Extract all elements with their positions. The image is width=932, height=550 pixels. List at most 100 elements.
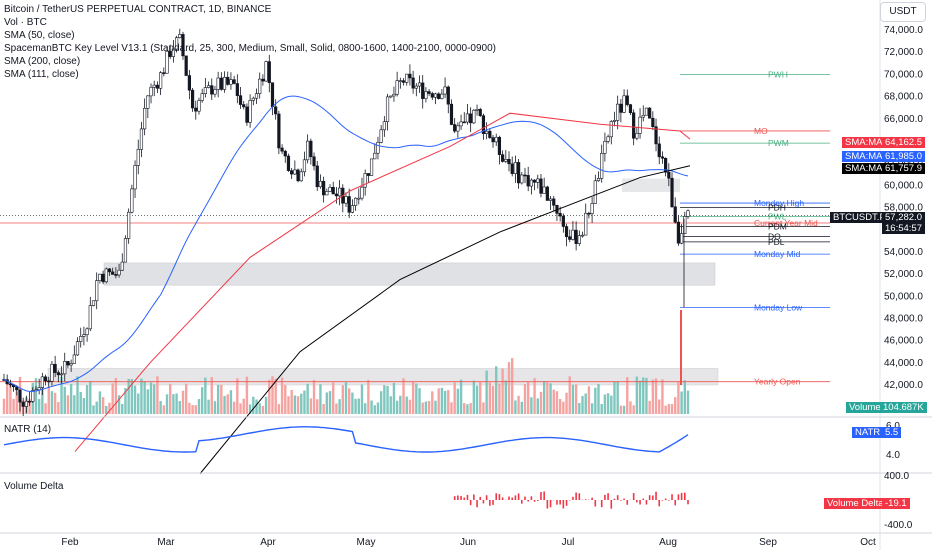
volume-bar — [552, 389, 555, 414]
legend-key-levels[interactable]: SpacemanBTC Key Level V13.1 (Standard, 2… — [4, 43, 496, 54]
candle-body — [130, 188, 134, 213]
volume-bar — [507, 362, 511, 414]
candle-body — [31, 390, 35, 402]
volume-delta-title[interactable]: Volume Delta — [4, 481, 64, 492]
volume-bar — [341, 385, 345, 414]
candle-body — [494, 136, 498, 143]
legend-volume[interactable]: Vol · BTC — [4, 17, 47, 28]
volume-bar — [322, 403, 325, 414]
volume-bar — [629, 401, 632, 414]
volume-bar — [638, 380, 642, 414]
volume-bar — [658, 399, 661, 414]
volume-delta-bar — [623, 498, 625, 500]
candle-body — [331, 186, 335, 195]
volume-bar — [680, 310, 682, 385]
volume-bar — [290, 390, 293, 414]
candle-body — [168, 50, 172, 57]
volume-bar — [284, 384, 287, 414]
volume-delta-bar — [527, 500, 529, 502]
volume-bar — [204, 377, 207, 414]
volume-bar — [351, 392, 354, 414]
volume-bar — [488, 382, 492, 414]
volume-bar — [15, 391, 18, 414]
level-label: PWM — [768, 138, 789, 148]
volume-bar — [402, 378, 405, 414]
volume-bar — [66, 395, 70, 414]
legend-sma111[interactable]: SMA (111, close) — [4, 69, 79, 80]
candle-body — [606, 136, 610, 142]
volume-bar — [421, 402, 424, 414]
last-price-tag: 57,282.0 — [882, 212, 925, 223]
volume-bar — [63, 386, 66, 414]
volume-bar — [590, 403, 594, 414]
volume-bar — [188, 402, 191, 414]
volume-bar — [418, 388, 421, 414]
volume-bar — [635, 376, 639, 414]
candle-body — [174, 37, 179, 50]
candle-body — [398, 80, 402, 82]
volume-bar — [165, 394, 169, 414]
volume-bar — [482, 402, 485, 414]
candle-body — [216, 77, 220, 90]
volume-delta-bar — [652, 495, 654, 500]
candle-body — [251, 97, 255, 101]
volume-bar — [424, 401, 428, 414]
volume-delta-bar — [620, 500, 622, 501]
volume-bar — [437, 388, 440, 414]
y-tick-label: 46,000.0 — [884, 336, 923, 347]
candle-body — [357, 197, 361, 200]
candle-body — [95, 280, 99, 302]
volume-bar — [555, 391, 559, 414]
candle-body — [523, 174, 527, 177]
candle-body — [628, 104, 633, 114]
volume-bar — [89, 381, 92, 414]
volume-bar — [677, 381, 680, 414]
volume-bar — [475, 385, 479, 414]
volume-delta-bar — [482, 500, 485, 504]
volume-delta-bar — [540, 492, 542, 500]
legend-sma200[interactable]: SMA (200, close) — [4, 56, 81, 67]
candle-body — [184, 55, 188, 76]
candle-body — [75, 341, 80, 356]
volume-bar — [626, 377, 629, 414]
candle-body — [478, 109, 482, 116]
candle-body — [433, 93, 438, 98]
candle-body — [469, 113, 473, 124]
candle-body — [564, 226, 569, 238]
volume-bar — [268, 379, 271, 414]
candle-body — [446, 86, 450, 105]
natr-tick-label: 6.0 — [886, 421, 900, 432]
natr-tick-label: 4.0 — [886, 450, 900, 461]
volume-delta-bar — [549, 500, 552, 508]
candle-body — [376, 142, 380, 154]
candle-body — [24, 400, 28, 407]
volume-bar — [431, 391, 434, 414]
candle-body — [382, 121, 386, 131]
volume-bar — [370, 400, 373, 414]
candle-body — [312, 156, 316, 167]
candle-body — [635, 133, 639, 139]
candle-body — [165, 50, 169, 74]
candle-body — [152, 84, 156, 88]
volume-delta-bar — [562, 500, 565, 509]
candle-body — [133, 165, 137, 190]
volume-bar — [466, 404, 469, 414]
volume-bar — [616, 381, 619, 414]
volume-bar — [357, 398, 360, 414]
volume-delta-bar — [600, 500, 603, 508]
candle-body — [654, 126, 658, 145]
legend-sma50[interactable]: SMA (50, close) — [4, 30, 75, 41]
sma50-value: 61,985.0 — [882, 151, 925, 162]
natr-title[interactable]: NATR (14) — [4, 424, 52, 435]
candle-body — [101, 273, 105, 283]
candle-body — [53, 363, 57, 373]
x-tick-label: Oct — [860, 537, 876, 548]
candle-body — [449, 103, 454, 125]
volume-bar — [354, 398, 357, 414]
currency-button[interactable]: USDT — [880, 2, 926, 22]
volume-bar — [143, 381, 146, 414]
volume-bar — [360, 384, 364, 414]
sma50-line — [3, 95, 689, 392]
candle-body — [417, 82, 422, 87]
